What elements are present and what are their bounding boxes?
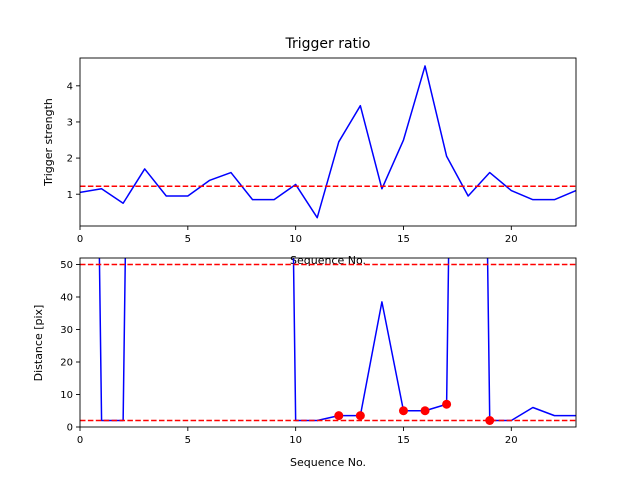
x-axis-label: Sequence No. <box>290 456 366 469</box>
distance-panel: Distance [pix] Sequence No. <box>32 305 366 469</box>
axes-frame <box>79 257 577 428</box>
y-tick-label: 20 <box>60 358 73 369</box>
axes-frame <box>79 57 577 227</box>
y-axis-label: Trigger strength <box>42 98 55 187</box>
x-tick-label: 10 <box>289 435 302 446</box>
x-tick-label: 0 <box>77 234 83 245</box>
data-point <box>355 411 365 421</box>
y-tick-label: 2 <box>67 154 73 165</box>
plot-area: 0 5 10 15 20 1 2 3 4 <box>67 57 577 245</box>
y-tick-label: 50 <box>60 260 73 271</box>
y-tick-label: 30 <box>60 325 73 336</box>
y-tick-label: 1 <box>67 190 73 201</box>
x-tick-label: 0 <box>77 435 83 446</box>
x-tick-label: 20 <box>505 435 518 446</box>
x-axis-label: Sequence No. <box>290 254 366 267</box>
y-axis-label: Distance [pix] <box>32 305 45 382</box>
plot-content <box>80 65 576 219</box>
data-point <box>420 406 430 416</box>
y-tick-label: 4 <box>67 81 73 92</box>
plot-area: 0 5 10 15 20 0 10 20 30 40 50 <box>60 257 577 446</box>
y-tick-label: 10 <box>60 390 73 401</box>
x-tick-label: 15 <box>397 234 410 245</box>
x-tick-label: 20 <box>505 234 518 245</box>
data-point <box>442 399 452 409</box>
x-tick-label: 10 <box>289 234 302 245</box>
data-point <box>334 411 344 421</box>
trigger-ratio-panel: Trigger ratio Trigger strength Sequence … <box>42 36 371 267</box>
x-tick-label: 5 <box>185 435 191 446</box>
chart-title: Trigger ratio <box>284 36 370 52</box>
y-tick-label: 40 <box>60 293 73 304</box>
x-tick-label: 5 <box>185 234 191 245</box>
plot-content <box>80 258 576 425</box>
y-tick-label: 0 <box>67 423 73 434</box>
x-tick-label: 15 <box>397 435 410 446</box>
y-tick-label: 3 <box>67 118 73 129</box>
data-point <box>398 406 408 416</box>
data-point <box>485 416 495 425</box>
series-line <box>80 65 576 219</box>
